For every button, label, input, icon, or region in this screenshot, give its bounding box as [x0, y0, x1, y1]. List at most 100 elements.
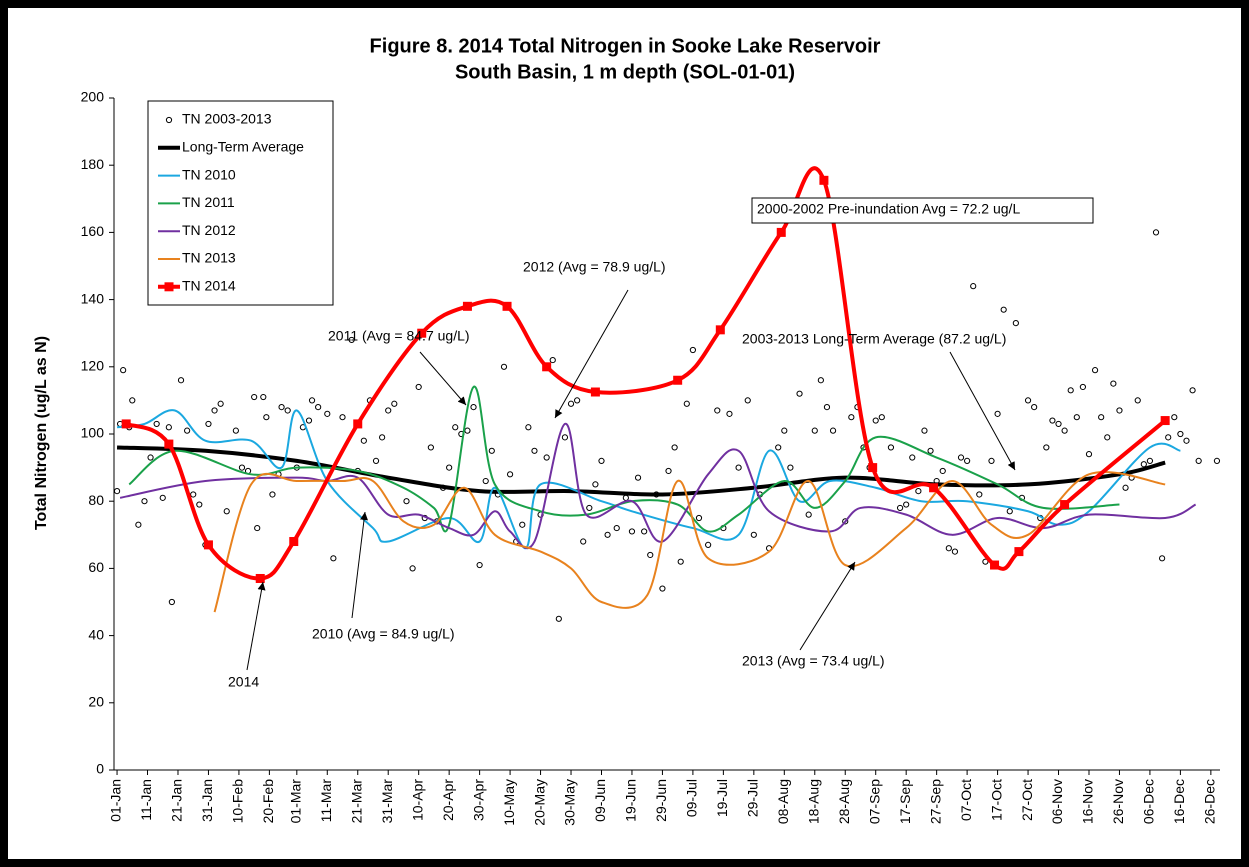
data-point [409, 565, 416, 572]
data-point [1122, 484, 1129, 491]
data-point [1061, 427, 1068, 434]
x-tick-label: 31-Mar [379, 779, 395, 824]
data-point [452, 424, 459, 431]
data-point [464, 427, 471, 434]
data-point [1031, 404, 1038, 411]
annotation: 2010 (Avg = 84.9 ug/L) [312, 626, 455, 642]
annotation: 2014 [228, 674, 259, 690]
data-point [476, 561, 483, 569]
annotation-arrow [949, 351, 1016, 471]
data-marker [164, 439, 174, 449]
x-tick-label: 26-Nov [1110, 779, 1126, 824]
data-point [284, 407, 291, 414]
x-tick-label: 29-Jul [745, 779, 761, 817]
x-tick-label: 17-Sep [897, 779, 913, 824]
data-point [120, 367, 127, 374]
data-point [1134, 397, 1141, 404]
data-point [1116, 407, 1123, 414]
chart-subtitle: South Basin, 1 m depth (SOL-01-01) [455, 61, 795, 83]
data-point [695, 514, 703, 522]
data-marker [929, 483, 939, 493]
data-point [415, 383, 422, 391]
annotation-arrow [246, 581, 266, 671]
data-point [159, 494, 166, 501]
data-point [555, 615, 562, 622]
data-point [1073, 414, 1080, 421]
data-point [488, 447, 495, 454]
y-tick-label: 160 [81, 223, 105, 239]
data-point [217, 400, 224, 407]
x-tick-label: 11-Mar [318, 779, 334, 823]
data-marker [1060, 500, 1070, 510]
data-point [1152, 229, 1160, 236]
data-marker [990, 560, 1000, 570]
data-point [641, 528, 648, 535]
annotation-arrow [799, 561, 856, 651]
data-marker [776, 227, 786, 237]
x-tick-label: 01-Jan [108, 779, 124, 822]
data-point [113, 488, 121, 495]
data-point [184, 427, 191, 434]
x-tick-label: 10-Feb [230, 779, 246, 824]
x-tick-label: 30-May [562, 779, 578, 826]
data-point [1079, 383, 1086, 391]
x-tick-label: 17-Oct [988, 779, 1004, 821]
x-tick-label: 11-Jan [138, 779, 154, 821]
x-tick-label: 08-Aug [775, 779, 791, 824]
data-point [561, 434, 569, 441]
x-tick-label: 31-Jan [199, 779, 215, 822]
x-tick-label: 16-Nov [1080, 779, 1096, 824]
data-marker [462, 301, 472, 311]
data-marker [417, 328, 427, 338]
data-point [1104, 434, 1111, 441]
data-marker [255, 573, 265, 583]
data-point [403, 498, 410, 505]
x-tick-label: 07-Sep [866, 779, 882, 824]
data-marker [868, 463, 878, 473]
data-point [1177, 430, 1184, 438]
series-line [125, 166, 1167, 581]
x-tick-label: 20-Apr [440, 779, 456, 821]
data-point [604, 531, 611, 538]
data-point [775, 444, 782, 451]
data-point [1085, 451, 1093, 458]
data-point [330, 555, 337, 562]
x-tick-label: 27-Oct [1019, 779, 1035, 821]
data-marker [819, 175, 829, 185]
data-point [647, 551, 654, 559]
data-point [223, 508, 230, 515]
data-point [964, 457, 971, 464]
data-point [549, 356, 556, 364]
x-tick-label: 26-Dec [1202, 779, 1218, 824]
data-point [829, 427, 837, 434]
data-point [939, 467, 946, 475]
data-point [278, 404, 285, 411]
legend-label: TN 2011 [182, 194, 235, 210]
data-point [372, 457, 380, 464]
data-point [190, 491, 197, 498]
data-point [665, 467, 672, 475]
data-point [915, 488, 922, 495]
legend-label: TN 2012 [182, 222, 236, 238]
annotation: 2003-2013 Long-Term Average (87.2 ug/L) [742, 331, 1006, 347]
data-point [1213, 457, 1221, 464]
data-point [1140, 461, 1147, 468]
y-tick-label: 80 [88, 492, 104, 508]
annotation: 2000-2002 Pre-inundation Avg = 72.2 ug/L [757, 201, 1020, 217]
data-point [168, 598, 175, 606]
data-point [129, 397, 136, 404]
x-tick-label: 09-Jun [592, 779, 608, 822]
data-point [988, 457, 995, 464]
data-point [1146, 457, 1154, 464]
data-point [379, 434, 386, 441]
x-tick-label: 07-Oct [958, 779, 974, 821]
data-point [135, 521, 142, 528]
data-point [787, 464, 794, 471]
x-tick-label: 01-Mar [288, 779, 304, 824]
y-axis-label: Total Nitrogen (ug/L as N) [33, 336, 50, 530]
data-point [634, 474, 642, 481]
data-point [951, 548, 959, 555]
data-point [823, 404, 831, 411]
data-point [945, 545, 952, 552]
data-point [1183, 437, 1190, 444]
